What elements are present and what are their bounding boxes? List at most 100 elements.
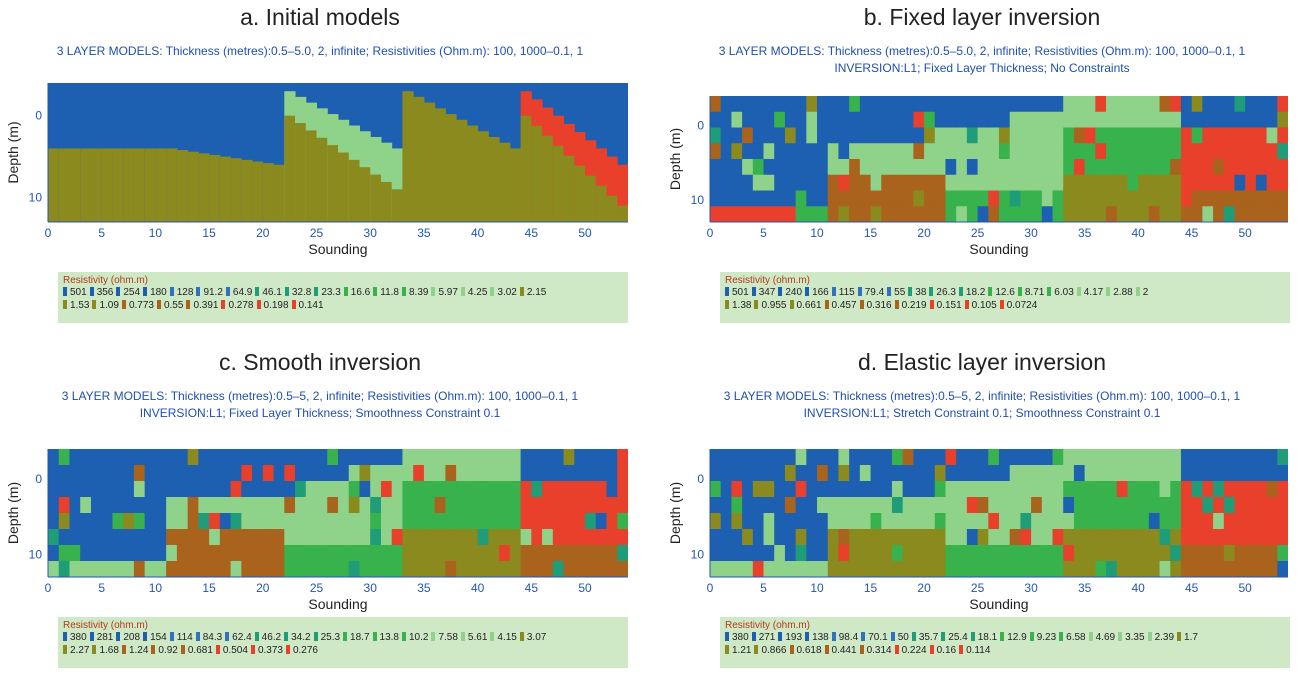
legend-item: 0.198	[256, 300, 289, 311]
inversion-cell	[988, 449, 1000, 466]
inversion-cell	[720, 481, 732, 498]
inversion-cell	[988, 174, 1000, 191]
inversion-cell	[1266, 127, 1278, 144]
inversion-cell	[338, 497, 350, 514]
inversion-cell	[827, 159, 839, 176]
legend-swatch	[1106, 287, 1111, 296]
legend-value: 1.68	[99, 645, 119, 656]
legend-item: 0.661	[789, 300, 822, 311]
inversion-cell	[859, 465, 872, 482]
inversion-cell	[80, 465, 92, 482]
inversion-cell	[1116, 449, 1128, 466]
inversion-cell	[742, 513, 754, 530]
inversion-cell	[881, 529, 893, 546]
legend-item: 138	[805, 632, 829, 643]
inversion-cell	[1148, 545, 1161, 562]
inversion-cell	[1095, 159, 1107, 176]
inversion-cell	[1084, 545, 1096, 562]
inversion-cell	[977, 561, 989, 577]
inversion-cell	[402, 529, 414, 546]
legend-value: 271	[758, 632, 776, 643]
inversion-cell	[859, 449, 872, 466]
inversion-cell	[1052, 481, 1064, 498]
inversion-cell	[881, 497, 893, 514]
legend-value: 0.276	[292, 645, 318, 656]
inversion-cell	[391, 497, 403, 514]
inversion-cell	[520, 465, 532, 482]
inversion-cell	[1116, 159, 1128, 176]
inversion-cell	[1234, 96, 1246, 113]
inversion-cell	[101, 513, 113, 530]
inversion-cell	[1095, 465, 1107, 482]
inversion-cell	[913, 513, 925, 530]
inversion-cell	[1073, 159, 1086, 176]
inversion-cell	[966, 465, 979, 482]
inversion-cell	[445, 481, 457, 498]
inversion-cell	[176, 561, 189, 577]
inversion-cell	[595, 481, 608, 498]
layer2-cell	[391, 148, 403, 222]
inversion-cell	[763, 529, 775, 546]
layer3-cell	[402, 115, 414, 222]
inversion-cell	[891, 545, 904, 562]
inversion-cell	[988, 127, 1000, 144]
inversion-cell	[1223, 111, 1235, 128]
inversion-cell	[252, 529, 264, 546]
inversion-cell	[977, 529, 989, 546]
legend-item: 6.03	[1047, 287, 1074, 298]
inversion-cell	[542, 497, 554, 514]
legend-value: 55	[894, 287, 906, 298]
inversion-cell	[262, 497, 275, 514]
inversion-cell	[1148, 529, 1161, 546]
inversion-cell	[477, 481, 489, 498]
layer3-cell	[133, 148, 146, 222]
inversion-cell	[1020, 529, 1032, 546]
x-tick-label: 50	[1239, 581, 1253, 595]
legend-value: 0.773	[128, 300, 154, 311]
x-tick-label: 50	[1239, 226, 1253, 240]
inversion-cell	[230, 449, 242, 466]
inversion-cell	[891, 561, 904, 577]
inversion-cell	[380, 497, 393, 514]
inversion-cell	[509, 529, 522, 546]
inversion-cell	[1234, 449, 1246, 466]
panel-subtitle-1: 3 LAYER MODELS: Thickness (metres):0.5–5…	[718, 44, 1246, 58]
inversion-cell	[784, 481, 797, 498]
inversion-cell	[1073, 96, 1086, 113]
inversion-cell	[1041, 174, 1054, 191]
inversion-cell	[1127, 143, 1139, 160]
inversion-cell	[742, 449, 754, 466]
inversion-cell	[977, 465, 989, 482]
inversion-cell	[859, 127, 872, 144]
inversion-cell	[849, 513, 861, 530]
legend-swatch	[519, 632, 524, 641]
legend-value: 0.151	[936, 300, 962, 311]
inversion-cell	[531, 529, 543, 546]
inversion-cell	[359, 465, 371, 482]
inversion-cell	[1159, 465, 1171, 482]
inversion-cell	[1266, 561, 1278, 577]
inversion-cell	[295, 497, 307, 514]
legend-item: 2.27	[63, 645, 89, 656]
inversion-cell	[90, 481, 103, 498]
legend-item: 38	[908, 287, 926, 298]
inversion-cell	[101, 449, 113, 466]
legend-swatch	[343, 287, 348, 296]
inversion-cell	[742, 190, 754, 207]
inversion-cell	[531, 449, 543, 466]
legend-value: 2.88	[1113, 287, 1133, 298]
inversion-cell	[763, 497, 775, 514]
layer3-cell	[606, 195, 618, 222]
inversion-cell	[1180, 545, 1193, 562]
legend-swatch	[970, 632, 975, 641]
inversion-cell	[477, 529, 489, 546]
layer3-cell	[595, 185, 608, 222]
inversion-cell	[988, 513, 1000, 530]
inversion-cell	[1127, 513, 1139, 530]
inversion-cell	[784, 174, 797, 191]
inversion-cell	[859, 497, 872, 514]
legend-item: 55	[887, 287, 905, 298]
legend-swatch	[460, 632, 465, 641]
inversion-cell	[552, 529, 565, 546]
x-tick-label: 40	[471, 581, 485, 595]
